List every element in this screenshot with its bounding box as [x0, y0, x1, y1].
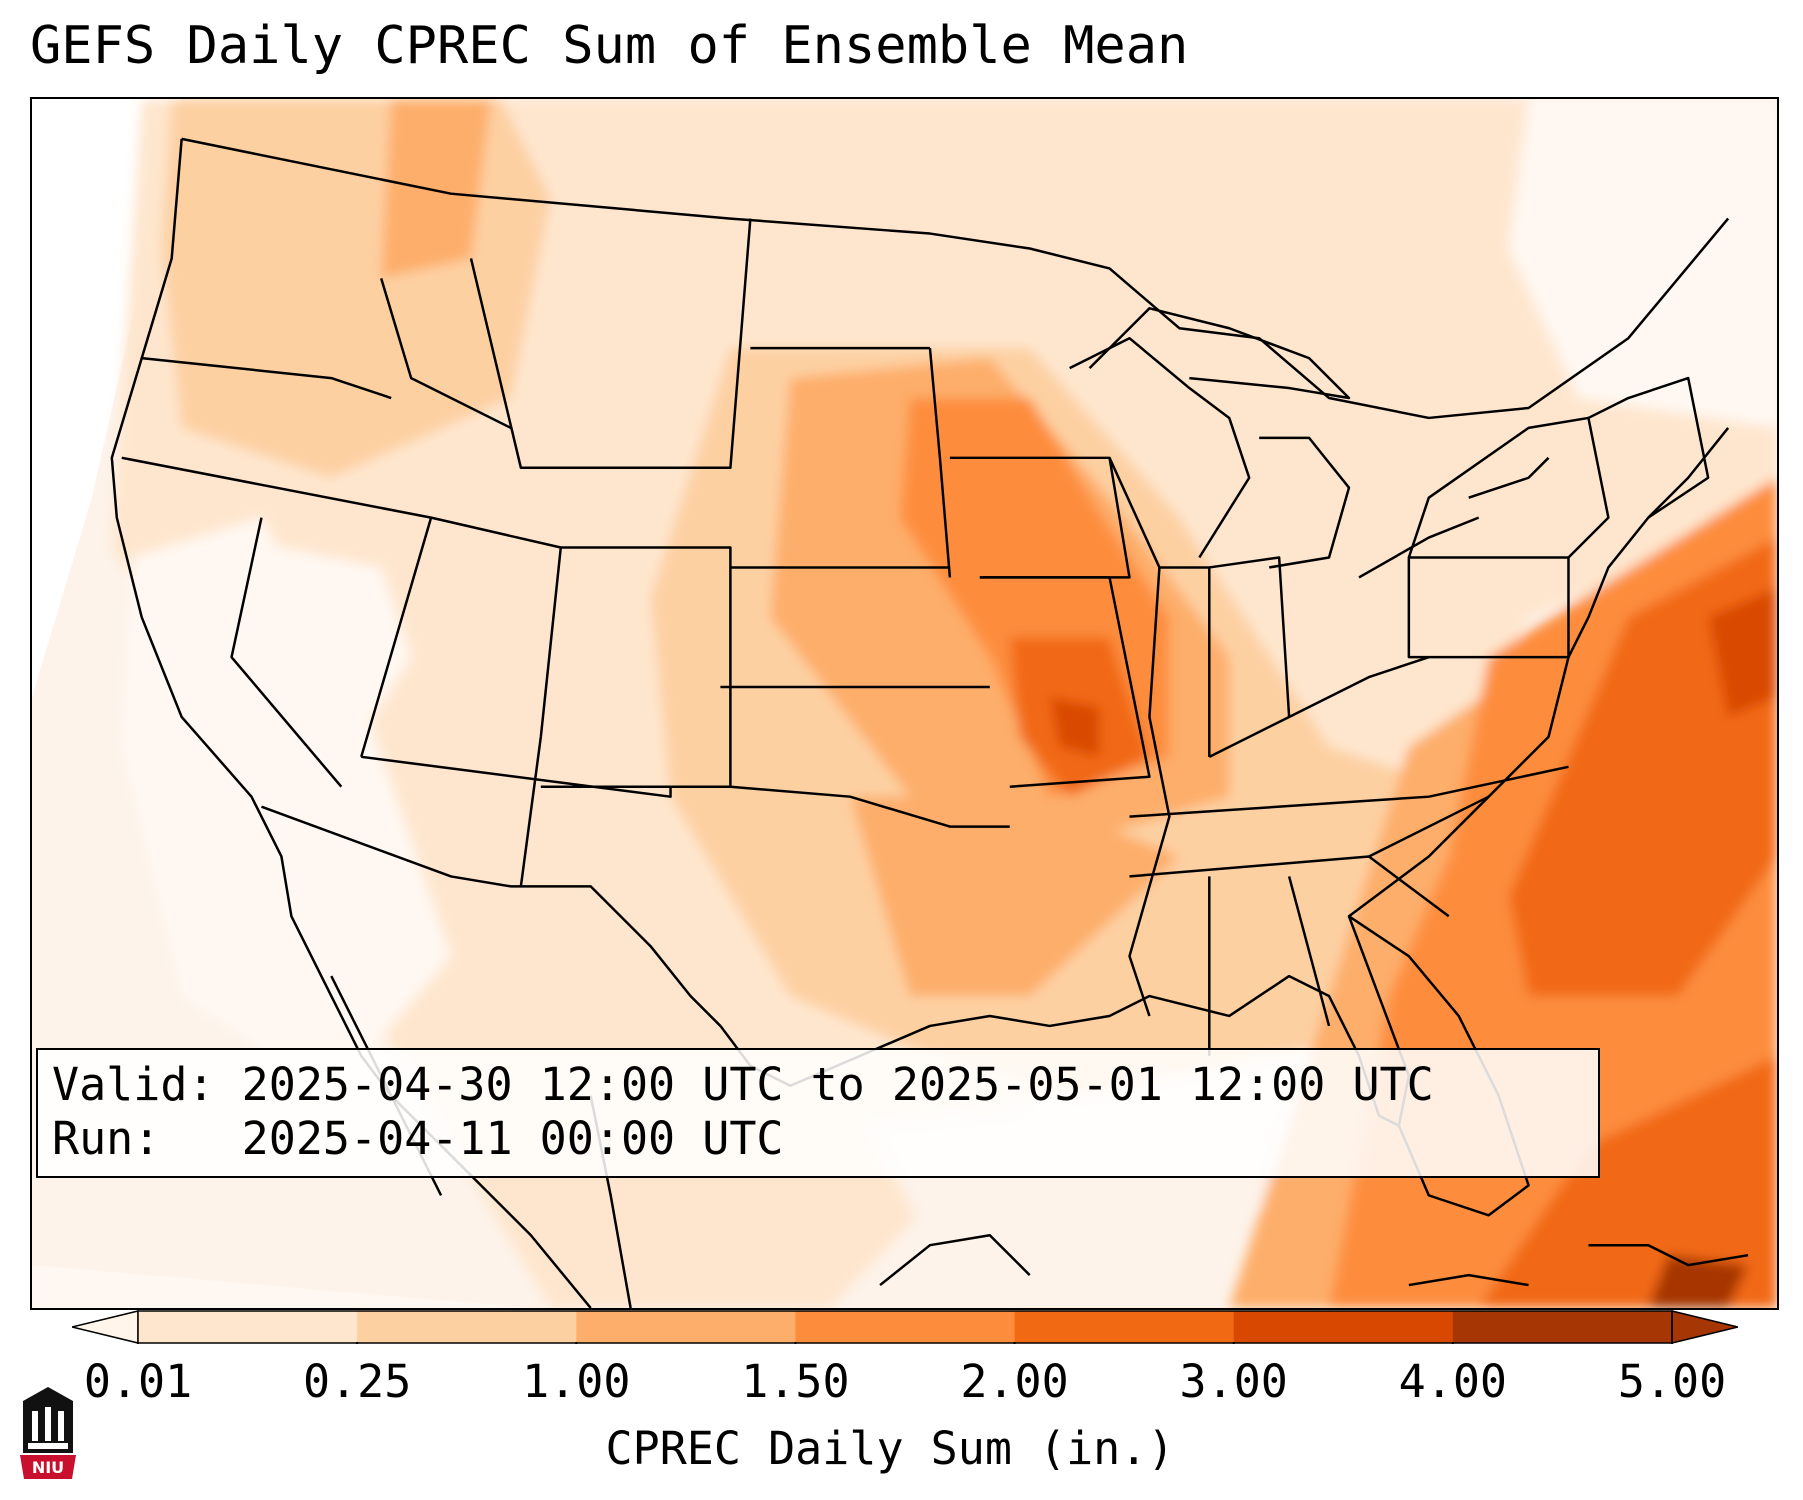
colorbar-tick-label: 0.01: [83, 1355, 193, 1408]
colorado-box: [540, 546, 732, 788]
valid-run-info-box: Valid: 2025-04-30 12:00 UTC to 2025-05-0…: [36, 1048, 1600, 1178]
lake-ontario: [1468, 456, 1550, 499]
precip-max-missouri: [1049, 697, 1100, 757]
cuba: [1408, 1273, 1529, 1287]
precip-shading: [111, 99, 1777, 1308]
precip-very-light-quebec: [1508, 99, 1777, 428]
ca-nevada-diagonal: [230, 517, 343, 788]
page-title: GEFS Daily CPREC Sum of Ensemble Mean: [30, 16, 1189, 76]
tennessee-south: [1129, 855, 1370, 878]
precip-max-ocean: [1708, 587, 1777, 717]
ohio-river: [1208, 655, 1430, 758]
colorbar-segment: [1014, 1311, 1235, 1343]
colorbar-segment: [1233, 1311, 1454, 1343]
yucatan: [879, 1233, 1031, 1287]
arizona-nm: [519, 736, 543, 887]
four-corners: [361, 755, 672, 798]
precip-very-high-ocean-band: [1508, 537, 1777, 997]
oklahoma-south: [730, 785, 1010, 828]
precip-very-light-nevada: [231, 537, 412, 737]
canada-border: [181, 137, 1730, 420]
logo-text: NIU: [32, 1458, 64, 1477]
colorbar: [72, 1310, 1738, 1344]
colorbar-segment: [357, 1311, 577, 1343]
colorbar-tick-label: 5.00: [1617, 1355, 1727, 1408]
missouri-box: [979, 576, 1151, 788]
lake-superior: [1088, 307, 1351, 400]
indiana-ohio: [1209, 556, 1291, 718]
precip-very-high-ocean-south: [1478, 1055, 1777, 1308]
pennsylvania: [1407, 556, 1570, 659]
precip-very-light-southwest: [121, 517, 452, 1096]
precip-medium-south: [850, 796, 1180, 997]
precip-max-caribbean: [1648, 1255, 1749, 1308]
wisconsin-michigan: [1069, 336, 1251, 559]
nc-sc: [1368, 795, 1490, 858]
colorbar-tick-label: 2.00: [960, 1355, 1069, 1408]
colorbar-tick-label: 1.00: [522, 1355, 631, 1408]
precip-medium-ne-wy: [381, 99, 491, 279]
niu-logo: NIU: [20, 1387, 76, 1479]
run-value: 2025-04-11 00:00 UTC: [241, 1112, 784, 1165]
colorbar-outline: [137, 1310, 1673, 1344]
new-england: [1587, 376, 1710, 519]
dakotas-east: [928, 348, 952, 578]
colorbar-tick-label: 4.00: [1398, 1355, 1508, 1408]
new-york: [1407, 416, 1610, 559]
colorbar-label: CPREC Daily Sum (in.): [605, 1422, 1175, 1475]
lower-left-outside-domain: [32, 1265, 531, 1308]
colorbar-segment: [138, 1311, 358, 1343]
run-label: Run:: [52, 1112, 161, 1165]
colorbar-tick-label: 0.25: [302, 1355, 412, 1408]
cascade-oregon-line: [141, 356, 392, 400]
colorbar-extend-max: [1671, 1310, 1738, 1344]
colorbar-segment: [795, 1311, 1016, 1343]
georgia-sc: [1368, 855, 1450, 918]
mexico-border: [261, 805, 722, 1027]
lower-michigan: [1259, 436, 1351, 569]
mississippi-river: [1108, 457, 1171, 1017]
map-canvas: [32, 99, 1777, 1308]
precipitation-map: [30, 97, 1779, 1310]
montana-south: [469, 218, 752, 470]
colorbar-tick-label: 3.00: [1179, 1355, 1288, 1408]
lake-erie: [1358, 516, 1480, 579]
colorbar-segment: [576, 1311, 796, 1343]
alabama-ga: [1287, 876, 1331, 1027]
tennessee-north: [1129, 765, 1569, 818]
valid-label: Valid:: [52, 1058, 215, 1111]
caribbean-islands: [1588, 1243, 1749, 1267]
valid-value: 2025-04-30 12:00 UTC to 2025-05-01 12:00…: [241, 1058, 1434, 1111]
colorbar-tick-label: 1.50: [741, 1355, 850, 1408]
colorbar-extend-min: [72, 1310, 139, 1344]
colorbar-segment: [1452, 1311, 1673, 1343]
idaho-montana: [380, 278, 512, 430]
